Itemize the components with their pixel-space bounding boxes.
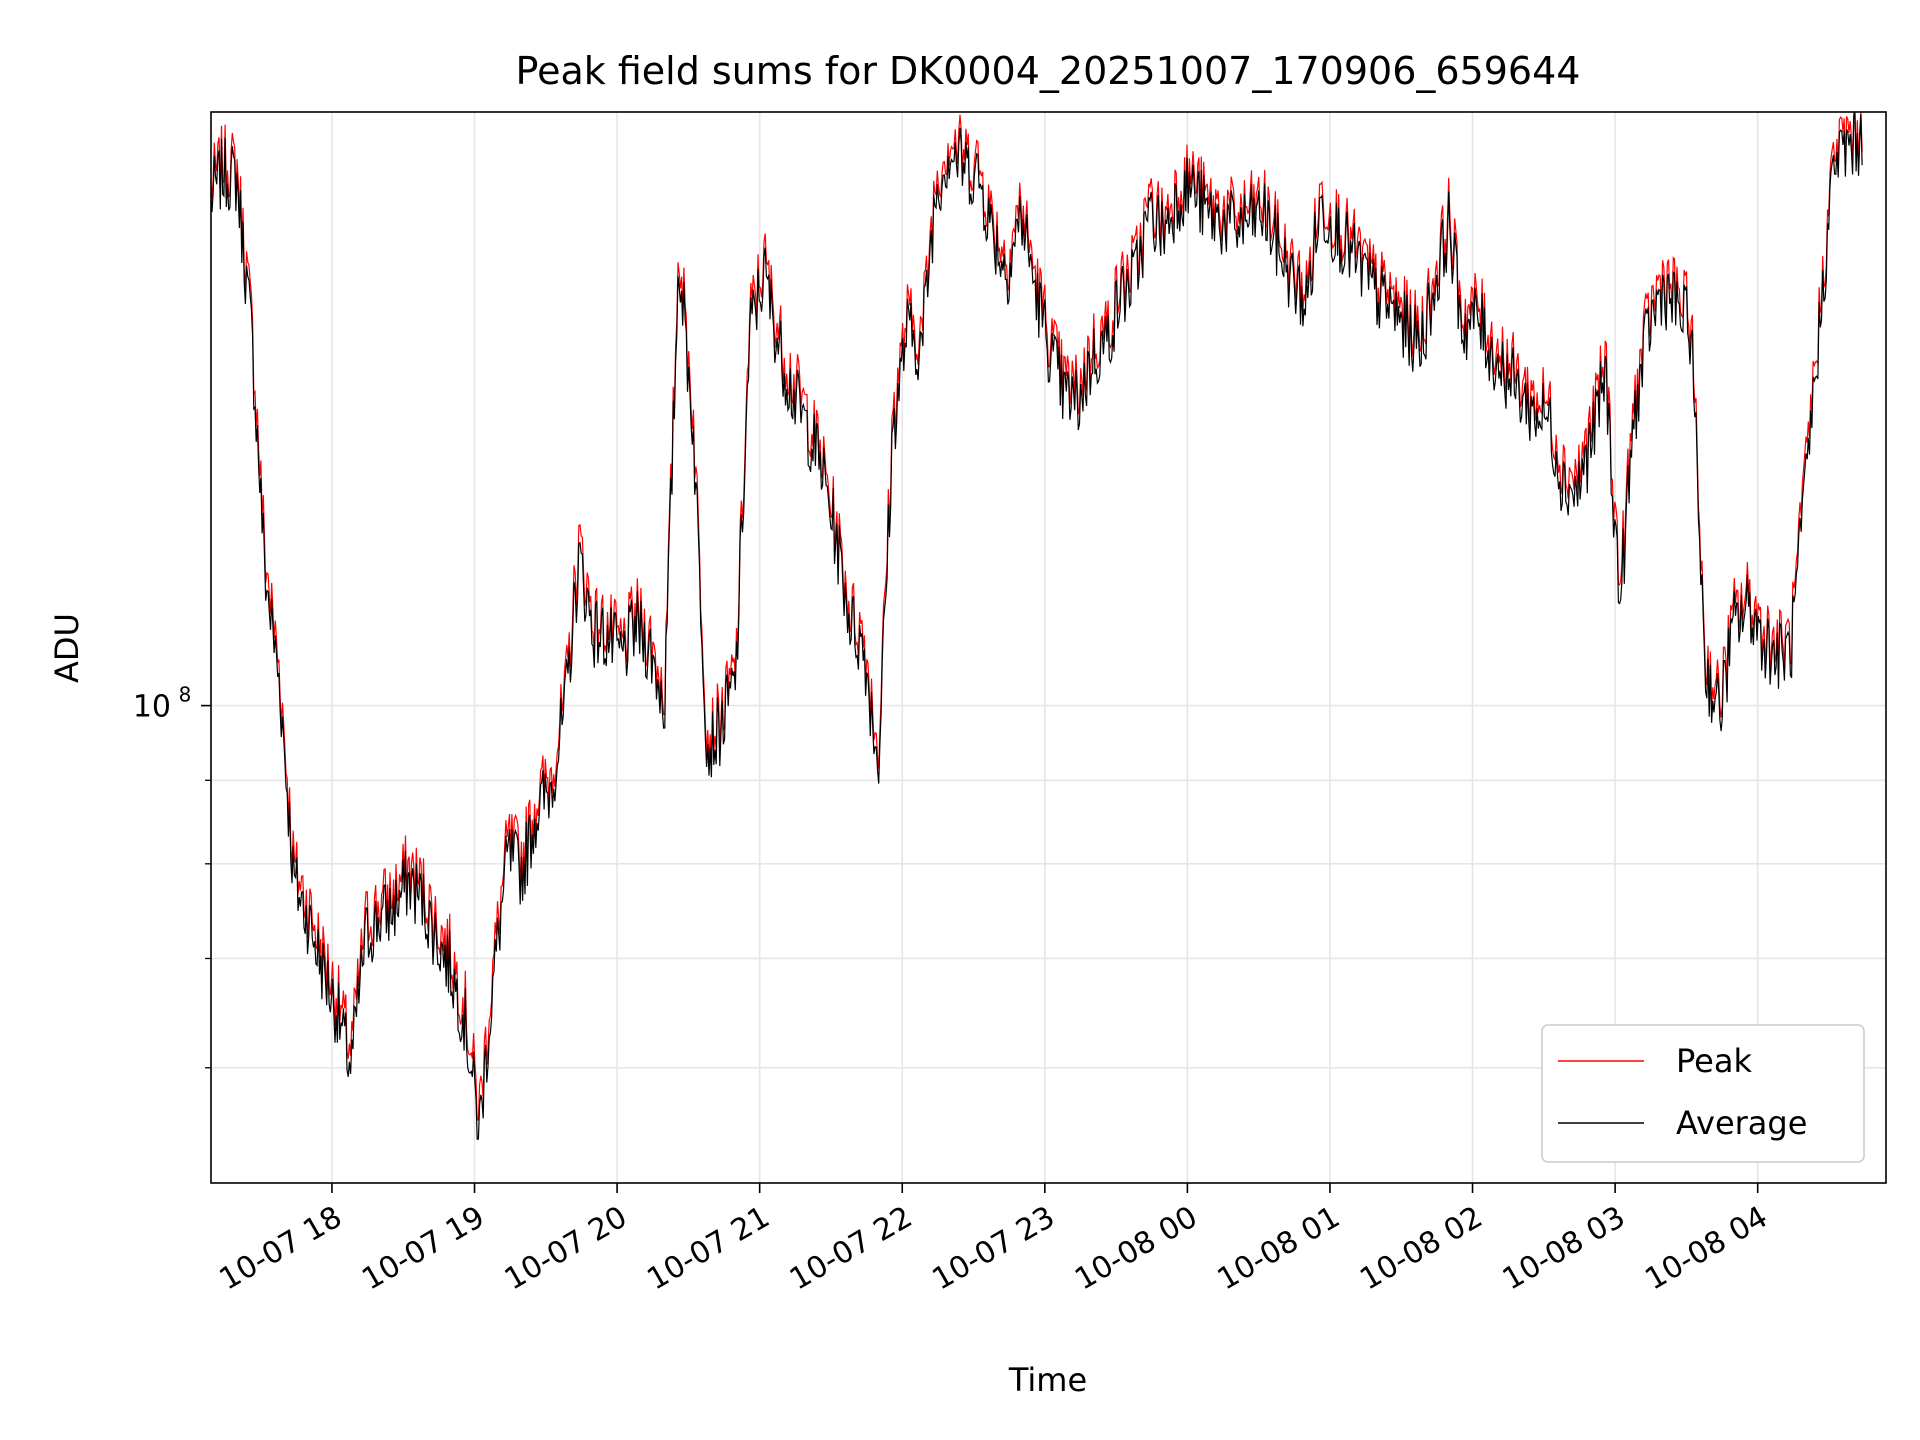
legend: Peak Average (1541, 1024, 1865, 1163)
y-axis-label: ADU (48, 613, 86, 683)
legend-average-label: Average (1676, 1104, 1807, 1142)
x-axis-label: Time (1008, 1361, 1087, 1399)
series-average-line (210, 111, 1863, 1140)
series-group (210, 111, 1863, 1140)
legend-peak-label: Peak (1676, 1042, 1752, 1080)
chart-title: Peak field sums for DK0004_20251007_1709… (516, 49, 1581, 93)
legend-box (1541, 1024, 1865, 1163)
plot-frame (210, 111, 1887, 1184)
y-tick-label-exponent: 8 (179, 683, 192, 707)
y-tick-label: 10 (133, 690, 171, 725)
